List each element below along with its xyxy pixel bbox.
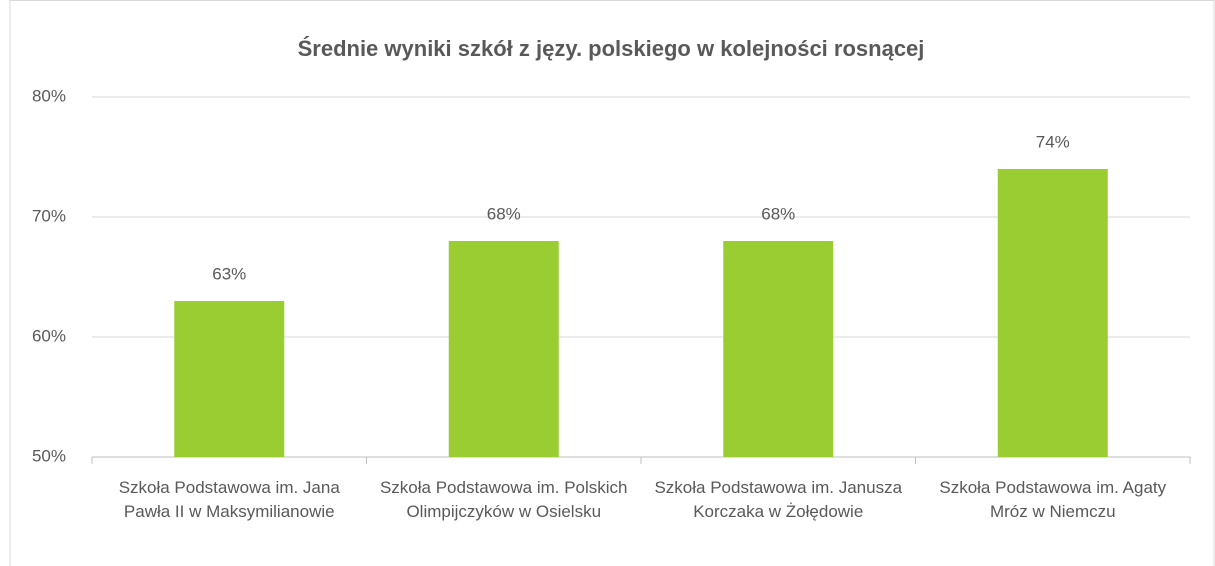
chart-border [9, 0, 1215, 566]
data-label: 63% [212, 264, 246, 283]
bar [723, 241, 834, 457]
chart-title: Średnie wyniki szkół z języ. polskiego w… [298, 36, 925, 61]
data-label: 68% [487, 204, 521, 223]
bar [448, 241, 559, 457]
x-tick-label: Szkoła Podstawowa im. Agaty Mróz w Niemc… [939, 478, 1167, 521]
bar [997, 169, 1108, 457]
x-tick-label: Szkoła Podstawowa im. Polskich Olimpijcz… [379, 478, 628, 521]
bar [174, 301, 285, 457]
x-tick-label: Szkoła Podstawowa im. Jana Pawła II w Ma… [118, 478, 340, 521]
data-label: 68% [761, 204, 795, 223]
data-label: 74% [1036, 132, 1070, 151]
y-tick-label: 70% [32, 206, 66, 225]
y-tick-label: 80% [32, 86, 66, 105]
y-tick-label: 60% [32, 326, 66, 345]
y-tick-label: 50% [32, 446, 66, 465]
x-tick-label: Szkoła Podstawowa im. Janusza Korczaka w… [654, 478, 903, 521]
